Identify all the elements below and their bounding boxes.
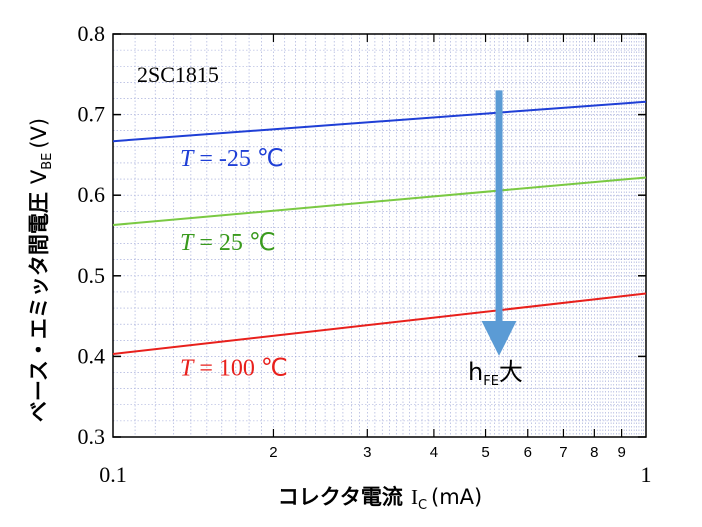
series-label-minus25: T = -25 ℃ [180, 146, 284, 172]
series-label-100: T = 100 ℃ [180, 356, 288, 382]
x-minor-tick-label: 2 [269, 444, 277, 461]
y-tick-label: 0.6 [78, 182, 106, 207]
part-number-label: 2SC1815 [137, 62, 219, 87]
axis-ticks: 0.3 0.4 0.5 0.6 0.7 0.8 2 3 4 5 6 7 8 9 0.1 1 [78, 21, 652, 487]
x-major-tick-label: 1 [641, 462, 652, 487]
x-minor-tick-label: 3 [363, 444, 371, 461]
series-label-25: T = 25 ℃ [180, 230, 276, 256]
x-minor-tick-label: 4 [430, 444, 438, 461]
grid [112, 33, 647, 438]
y-tick-label: 0.8 [78, 21, 106, 46]
series-lines [112, 100, 647, 355]
x-minor-tick-label: 9 [617, 444, 625, 461]
y-tick-label: 0.5 [78, 263, 106, 288]
y-axis-label: ベース・エミッタ間電圧VBE(V) [27, 118, 55, 422]
x-minor-tick-label: 6 [524, 444, 532, 461]
y-tick-label: 0.3 [78, 424, 106, 449]
x-minor-tick-label: 5 [481, 444, 489, 461]
x-major-tick-label: 0.1 [99, 462, 127, 487]
series-line-2 [112, 292, 647, 355]
y-tick-label: 0.7 [78, 102, 106, 127]
series-line-0 [112, 100, 647, 143]
hfe-label: hFE大 [468, 358, 523, 389]
x-minor-tick-label: 8 [590, 444, 598, 461]
x-minor-tick-label: 7 [559, 444, 567, 461]
plot-frame [112, 33, 647, 438]
series-line-1 [112, 176, 647, 227]
x-axis-label: コレクタ電流 IC (mA) [278, 485, 482, 513]
y-tick-label: 0.4 [78, 343, 106, 368]
